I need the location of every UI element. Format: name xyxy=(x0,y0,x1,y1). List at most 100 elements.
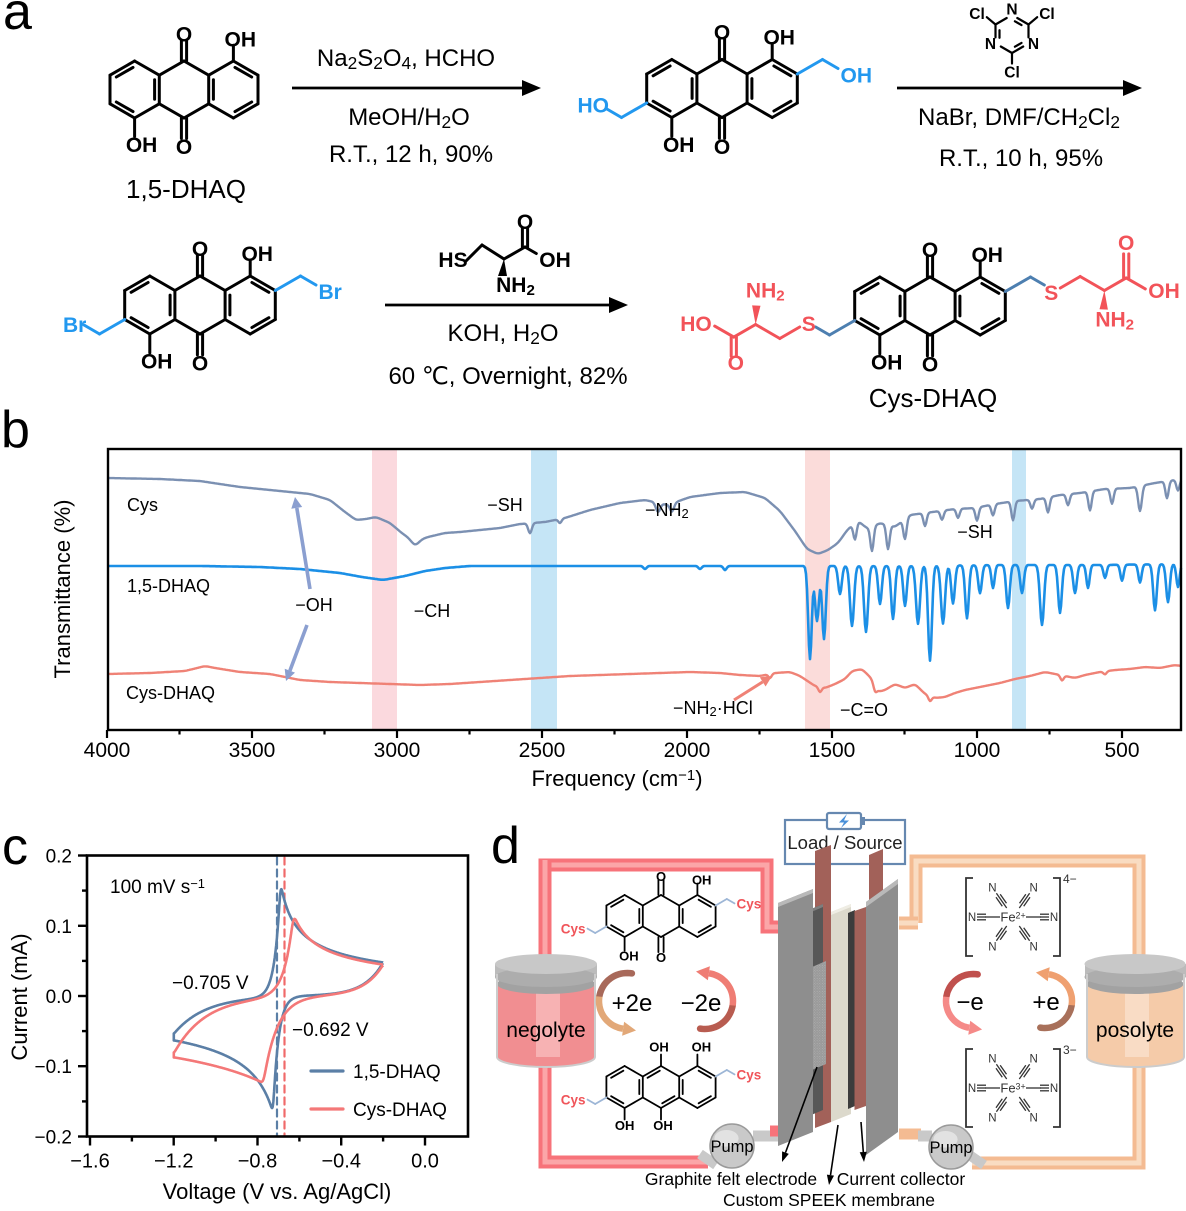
svg-text:Pump: Pump xyxy=(929,1139,972,1157)
svg-text:Cl: Cl xyxy=(1039,6,1055,23)
svg-text:OH: OH xyxy=(141,351,173,374)
svg-text:Br: Br xyxy=(319,281,342,304)
svg-text:−NH2: −NH2 xyxy=(645,500,689,521)
svg-text:OH: OH xyxy=(871,352,903,375)
svg-text:OH: OH xyxy=(763,27,795,50)
svg-text:OH: OH xyxy=(619,949,639,964)
svg-text:N: N xyxy=(988,1113,996,1125)
svg-text:N: N xyxy=(988,942,996,954)
svg-text:0.1: 0.1 xyxy=(46,917,72,938)
svg-text:−0.2: −0.2 xyxy=(34,1128,72,1149)
svg-text:HO: HO xyxy=(680,313,712,336)
svg-text:N: N xyxy=(1006,2,1017,19)
svg-text:Cys: Cys xyxy=(561,1093,586,1108)
svg-text:OH: OH xyxy=(653,1118,673,1133)
svg-text:O: O xyxy=(728,352,744,375)
svg-text:2000: 2000 xyxy=(664,739,711,762)
svg-text:O: O xyxy=(176,24,192,47)
svg-text:O: O xyxy=(714,22,730,45)
svg-text:−1.6: −1.6 xyxy=(70,1151,109,1173)
svg-text:3000: 3000 xyxy=(374,739,421,762)
svg-text:O: O xyxy=(656,950,666,965)
svg-text:OH: OH xyxy=(692,1040,712,1055)
svg-text:N: N xyxy=(988,1054,996,1066)
svg-text:1000: 1000 xyxy=(954,739,1001,762)
svg-text:N: N xyxy=(985,36,996,53)
svg-text:OH: OH xyxy=(649,1040,669,1055)
svg-text:HS: HS xyxy=(438,249,467,272)
svg-text:O: O xyxy=(922,239,938,262)
svg-text:Cys-DHAQ: Cys-DHAQ xyxy=(869,383,998,413)
svg-text:O: O xyxy=(656,869,666,884)
svg-text:+e: +e xyxy=(1032,989,1059,1016)
svg-text:500: 500 xyxy=(1104,739,1139,762)
svg-text:−0.4: −0.4 xyxy=(321,1151,360,1173)
svg-text:4−: 4− xyxy=(1063,872,1077,886)
svg-text:Cys-DHAQ: Cys-DHAQ xyxy=(126,683,215,703)
svg-text:−0.705 V: −0.705 V xyxy=(172,973,249,994)
svg-text:−1.2: −1.2 xyxy=(154,1151,193,1173)
svg-text:Cys: Cys xyxy=(561,922,586,937)
svg-text:−0.692 V: −0.692 V xyxy=(292,1020,369,1041)
svg-text:O: O xyxy=(517,211,533,234)
svg-text:Custom SPEEK membrane: Custom SPEEK membrane xyxy=(723,1190,935,1210)
svg-text:OH: OH xyxy=(126,134,158,157)
svg-text:0.2: 0.2 xyxy=(46,847,72,868)
svg-text:Graphite felt electrode: Graphite felt electrode xyxy=(645,1169,817,1189)
svg-text:N: N xyxy=(1029,1054,1037,1066)
svg-text:−NH2·HCl: −NH2·HCl xyxy=(673,698,753,719)
svg-text:Cys: Cys xyxy=(737,1067,762,1082)
svg-text:1,5-DHAQ: 1,5-DHAQ xyxy=(126,174,246,204)
svg-text:Na2S2O4, HCHO: Na2S2O4, HCHO xyxy=(317,45,495,73)
svg-text:OH: OH xyxy=(1148,280,1180,303)
svg-text:Transmittance (%): Transmittance (%) xyxy=(50,500,75,679)
svg-text:100 mV s−1: 100 mV s−1 xyxy=(110,876,205,898)
svg-text:Cys: Cys xyxy=(127,495,158,515)
svg-text:R.T., 10 h, 95%: R.T., 10 h, 95% xyxy=(939,145,1103,172)
svg-text:Cys-DHAQ: Cys-DHAQ xyxy=(353,1100,447,1121)
svg-text:1,5-DHAQ: 1,5-DHAQ xyxy=(353,1062,441,1083)
svg-text:Cys: Cys xyxy=(737,896,762,911)
svg-text:OH: OH xyxy=(539,249,571,272)
svg-text:posolyte: posolyte xyxy=(1096,1019,1174,1042)
svg-text:b: b xyxy=(1,401,30,459)
svg-text:O: O xyxy=(922,354,938,377)
svg-text:N: N xyxy=(1029,883,1037,895)
svg-text:N: N xyxy=(1028,36,1039,53)
svg-text:1500: 1500 xyxy=(809,739,856,762)
svg-text:−SH: −SH xyxy=(487,495,523,515)
svg-text:NH2: NH2 xyxy=(496,274,535,299)
svg-text:OH: OH xyxy=(692,873,712,888)
svg-text:Current collector: Current collector xyxy=(837,1169,966,1189)
svg-text:N: N xyxy=(1029,1113,1037,1125)
svg-text:HO: HO xyxy=(578,95,610,118)
svg-text:OH: OH xyxy=(615,1118,635,1133)
svg-text:−0.8: −0.8 xyxy=(238,1151,277,1173)
svg-text:N: N xyxy=(1029,942,1037,954)
svg-text:KOH, H2O: KOH, H2O xyxy=(448,320,559,348)
svg-text:Load / Source: Load / Source xyxy=(787,832,902,853)
svg-text:R.T., 12 h, 90%: R.T., 12 h, 90% xyxy=(329,141,493,168)
svg-text:−CH: −CH xyxy=(414,601,451,621)
svg-text:N: N xyxy=(968,912,976,924)
svg-text:+2e: +2e xyxy=(612,990,653,1017)
svg-text:0.0: 0.0 xyxy=(411,1151,439,1173)
svg-text:S: S xyxy=(802,313,816,336)
svg-text:3−: 3− xyxy=(1063,1043,1077,1057)
svg-text:OH: OH xyxy=(971,244,1003,267)
svg-text:NaBr, DMF/CH2Cl2: NaBr, DMF/CH2Cl2 xyxy=(918,104,1120,132)
svg-text:−e: −e xyxy=(956,989,983,1016)
svg-text:c: c xyxy=(2,818,28,876)
svg-text:Cl: Cl xyxy=(969,6,985,23)
svg-text:O: O xyxy=(1118,232,1134,255)
svg-text:OH: OH xyxy=(225,28,257,51)
svg-text:O: O xyxy=(192,238,208,261)
svg-text:−0.1: −0.1 xyxy=(34,1057,72,1078)
svg-text:O: O xyxy=(714,136,730,159)
svg-text:S: S xyxy=(1044,282,1058,305)
svg-text:60 ℃, Overnight, 82%: 60 ℃, Overnight, 82% xyxy=(388,363,627,390)
svg-text:Fe2+: Fe2+ xyxy=(1000,910,1025,925)
svg-text:Cl: Cl xyxy=(1004,65,1020,82)
svg-text:2500: 2500 xyxy=(519,739,566,762)
svg-text:MeOH/H2O: MeOH/H2O xyxy=(348,104,470,132)
